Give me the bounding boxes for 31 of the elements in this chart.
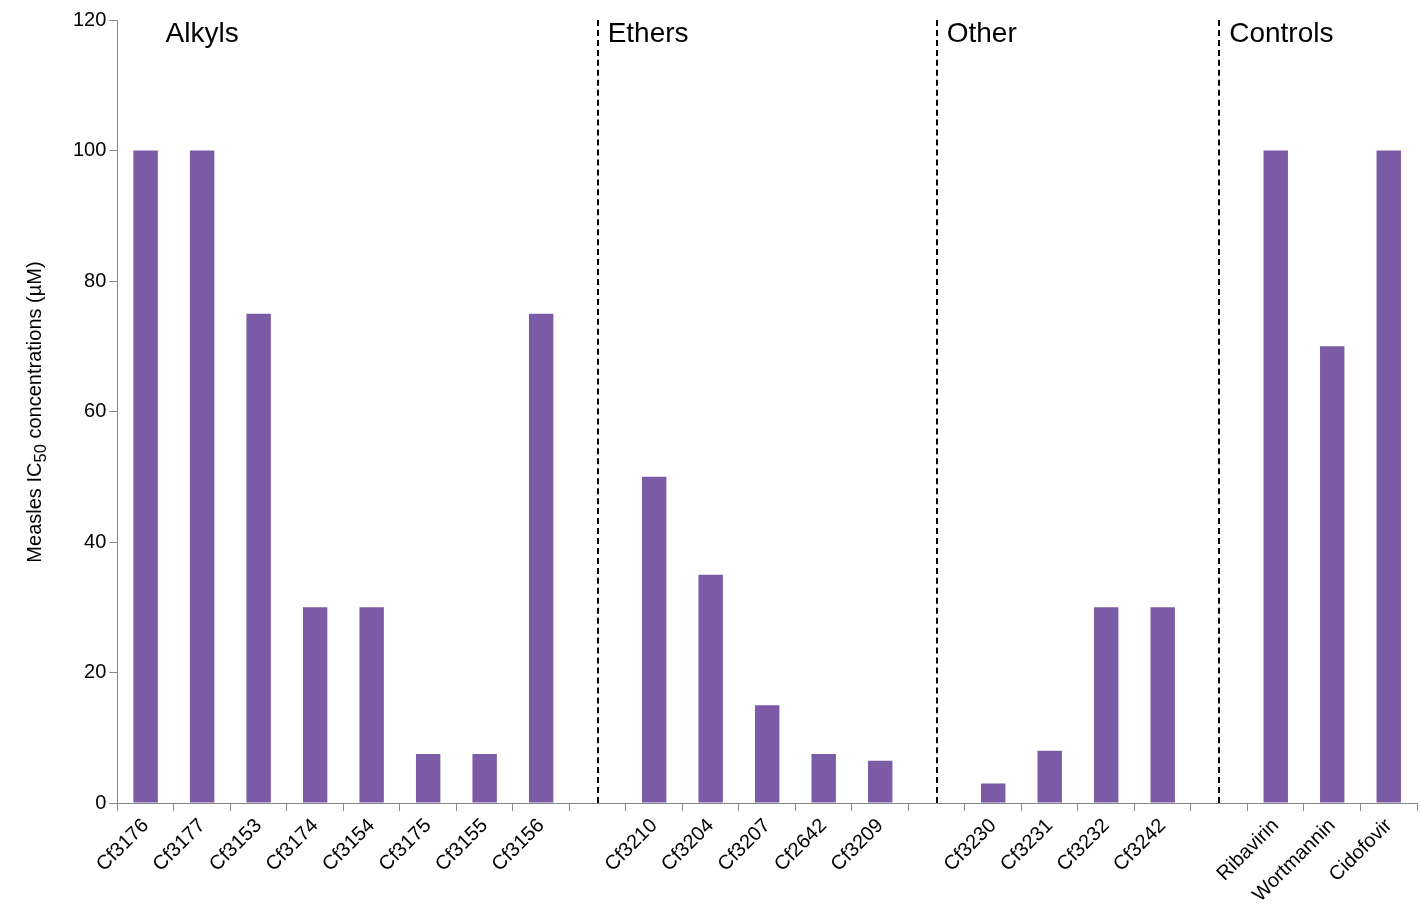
bar: [811, 754, 836, 803]
bar: [1094, 607, 1119, 803]
y-tick-label: 40: [84, 529, 107, 552]
bar: [302, 607, 328, 803]
y-tick-label: 100: [72, 138, 107, 161]
y-tick-label: 20: [84, 660, 107, 683]
annotation: Ethers: [607, 16, 689, 48]
bar: [698, 574, 723, 803]
bar: [1320, 346, 1345, 803]
bar: [133, 150, 158, 803]
bar: [1037, 750, 1062, 803]
annotation: Alkyls: [165, 16, 239, 48]
annotation: Controls: [1229, 16, 1334, 48]
bar: [415, 754, 441, 803]
bar: [754, 705, 780, 803]
bar: [1150, 607, 1175, 803]
y-tick-label: 0: [95, 790, 107, 813]
bar: [641, 476, 667, 803]
y-tick-label: 80: [84, 268, 107, 291]
y-tick-label: 120: [72, 7, 107, 30]
bar: [981, 783, 1006, 803]
bar: [1263, 150, 1288, 803]
bar: [246, 313, 271, 803]
bar: [528, 313, 554, 803]
annotation: Other: [946, 16, 1017, 48]
bar: [472, 754, 497, 803]
bar: [189, 150, 215, 803]
y-tick-label: 60: [84, 399, 107, 422]
bar: [867, 760, 893, 803]
bar: [359, 607, 384, 803]
bar: [1376, 150, 1401, 803]
